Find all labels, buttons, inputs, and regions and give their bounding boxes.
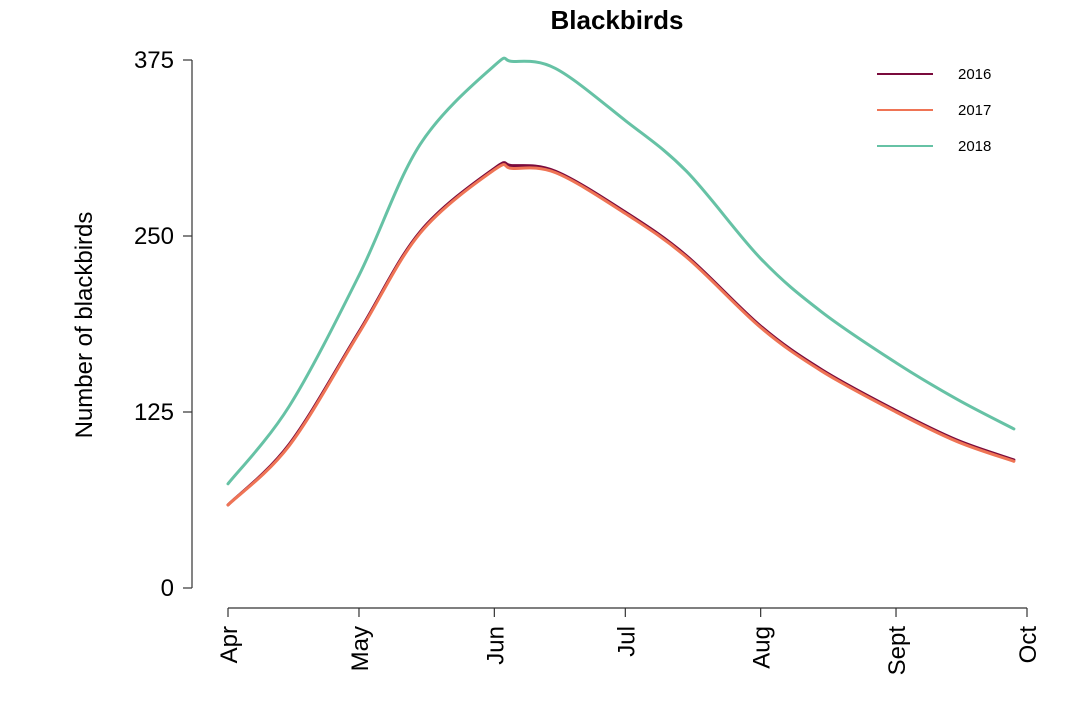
series-group <box>226 56 1016 507</box>
x-tick-label: Aug <box>749 626 776 669</box>
x-tick-label: Jul <box>613 626 640 657</box>
legend: 2016 2017 2018 <box>877 66 991 155</box>
y-tick-label: 375 <box>134 47 174 74</box>
legend-label-2017: 2017 <box>958 102 991 119</box>
x-tick-label: May <box>347 626 374 671</box>
y-tick-label: 125 <box>134 399 174 426</box>
y-tick-label: 250 <box>134 223 174 250</box>
y-axis-label: Number of blackbirds <box>71 212 98 439</box>
x-tick-label: Sept <box>884 626 911 676</box>
x-tick-label: Jun <box>482 626 509 665</box>
legend-label-2016: 2016 <box>958 66 991 83</box>
legend-label-2018: 2018 <box>958 138 991 155</box>
y-tick-label: 0 <box>161 575 174 602</box>
x-tick-label: Apr <box>216 626 243 663</box>
series-line-2017 <box>226 163 1016 507</box>
series-line-2016 <box>226 161 1016 507</box>
series-line-2018 <box>226 56 1016 486</box>
axes: 0 125 250 375 Apr May Jun Jul Aug Sept Oct <box>134 47 1042 675</box>
chart-title: Blackbirds <box>551 5 684 35</box>
x-tick-label: Oct <box>1015 626 1042 664</box>
